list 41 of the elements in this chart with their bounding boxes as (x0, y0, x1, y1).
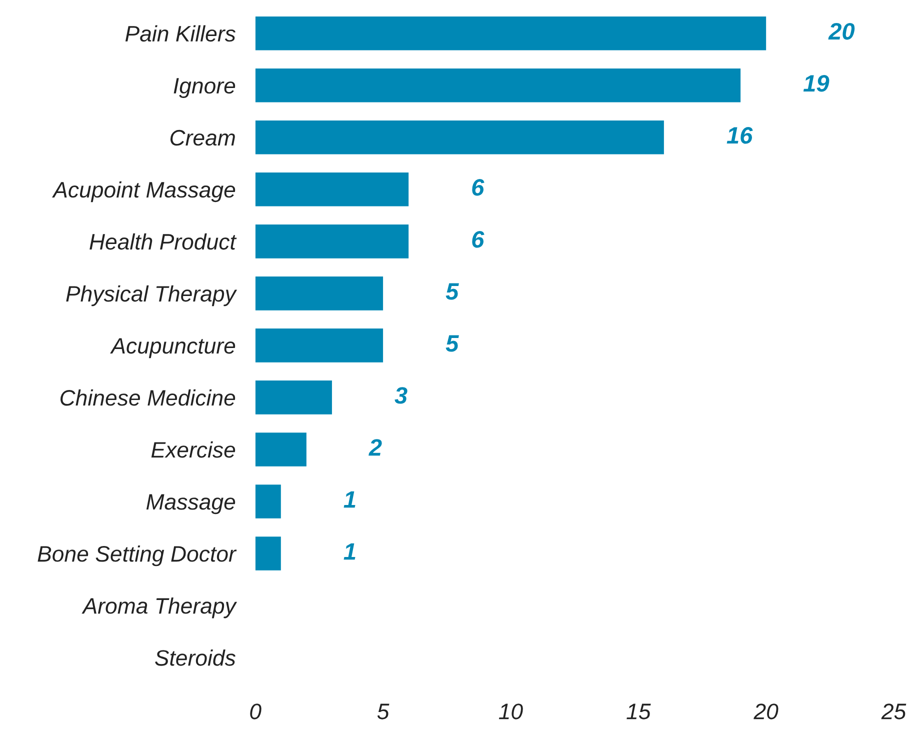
data-label: 1 (344, 491, 356, 508)
bar (255, 380, 332, 414)
bar (255, 484, 281, 518)
y-tick-label: Chinese Medicine (60, 389, 236, 406)
y-tick-label: Steroids (155, 649, 236, 666)
bar (255, 536, 281, 570)
y-tick-label: Massage (146, 494, 236, 514)
y-tick-label: Health Product (90, 233, 237, 250)
bar (255, 224, 409, 258)
data-label: 6 (472, 179, 484, 196)
y-tick-label: Acupoint Massage (52, 181, 236, 202)
bar (255, 172, 409, 206)
y-tick-label: Ignore (174, 78, 236, 98)
x-tick-label: 25 (881, 704, 906, 720)
y-tick-label: Cream (170, 130, 235, 146)
bar (255, 16, 766, 50)
x-tick-label: 10 (498, 704, 523, 720)
data-label: 5 (446, 335, 459, 352)
data-label: 1 (344, 543, 356, 560)
data-label: 5 (446, 283, 459, 300)
y-tick-label: Exercise (151, 441, 236, 458)
data-label: 6 (472, 231, 484, 248)
data-label: 16 (726, 127, 753, 144)
y-tick-label: Acupuncture (110, 338, 236, 358)
y-tick-label: Bone Setting Doctor (38, 545, 237, 566)
data-label: 3 (394, 387, 408, 404)
x-tick-label: 0 (250, 704, 262, 720)
y-tick-label: Aroma Therapy (82, 597, 238, 618)
data-label: 20 (828, 22, 855, 40)
x-tick-label: 5 (377, 704, 390, 720)
x-tick-label: 15 (626, 704, 651, 720)
bar (255, 432, 306, 466)
y-tick-label: Physical Therapy (66, 285, 238, 306)
bar (255, 328, 384, 362)
bar (255, 120, 664, 154)
data-label: 2 (368, 439, 382, 456)
data-label: 19 (803, 74, 830, 92)
y-tick-label: Pain Killers (125, 25, 236, 42)
bar (255, 68, 741, 102)
x-tick-label: 20 (754, 704, 778, 720)
bar (255, 276, 384, 310)
